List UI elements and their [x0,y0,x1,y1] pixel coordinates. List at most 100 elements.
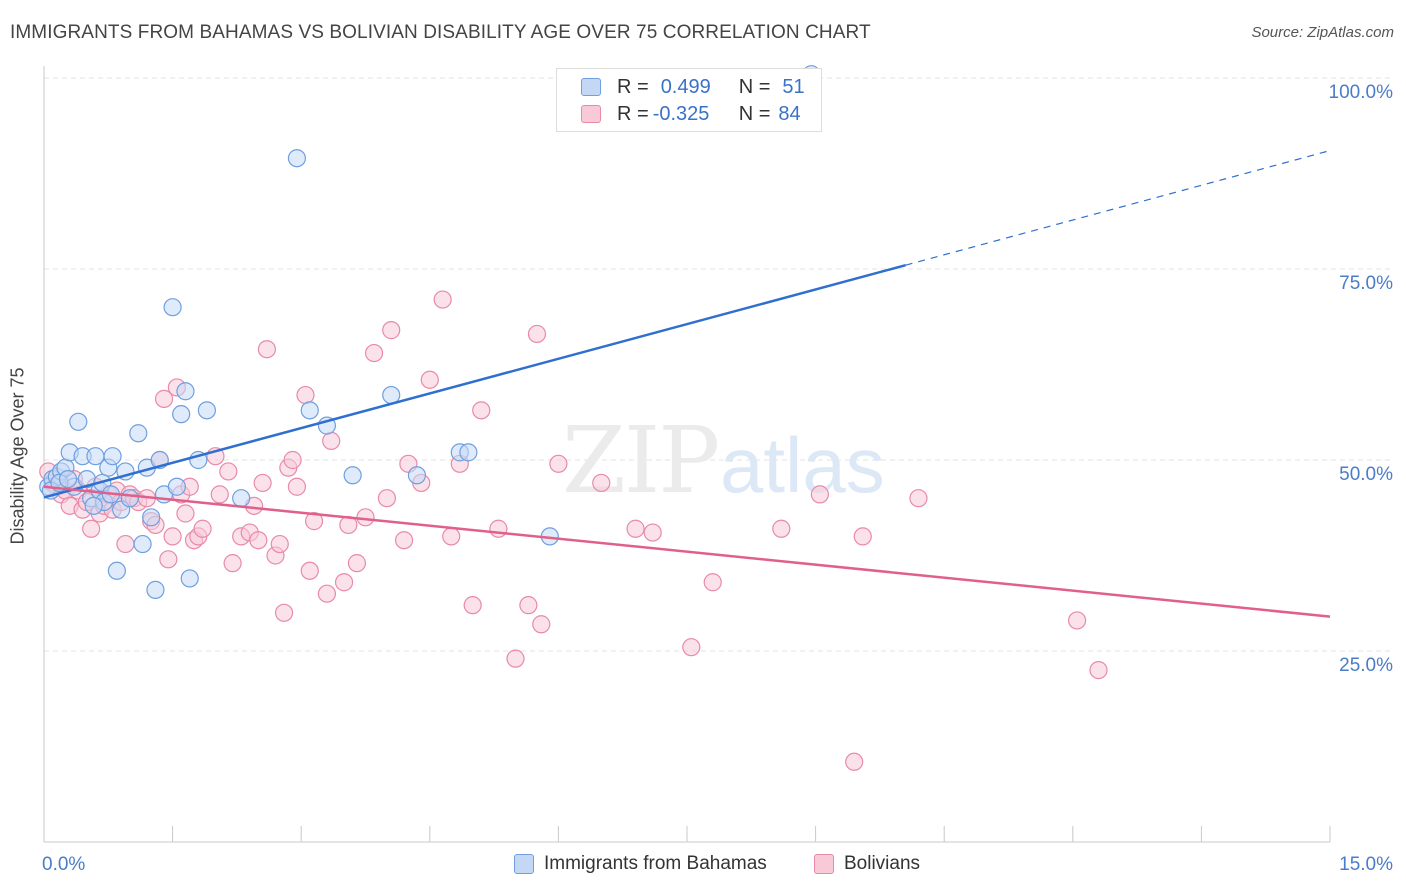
bahamas-point [407,466,427,485]
bolivians-point [549,454,568,473]
bahamas-point [146,580,165,599]
bahamas-trend-line [43,263,906,499]
bolivians-point [253,473,272,493]
bolivians-point [382,321,401,340]
bahamas-point [300,401,319,420]
r-label: R = [617,75,649,98]
bahamas-point [58,470,78,489]
bolivians-point [703,573,722,592]
stats-row-bahamas: R = 0.499 N = 51 [581,73,805,101]
bolivians-point [472,401,491,420]
bolivians-point [377,489,397,508]
y-tick-label: 50.0% [1339,464,1393,485]
bolivians-point [420,370,439,389]
bolivians-point [364,343,384,363]
stats-row-bolivians: R = -0.325 N = 84 [581,100,801,128]
bolivians-point [356,508,375,527]
x-tick-label-start: 0.0% [42,854,85,875]
trend-lines [43,150,1331,618]
legend-label-bolivians: Bolivians [844,853,921,874]
n-value: 84 [778,102,801,125]
bolivians-point [322,431,341,450]
bolivians-point [810,485,829,504]
bolivians-point [772,519,791,538]
legend-label-bahamas: Immigrants from Bahamas [544,853,767,874]
bolivians-point [853,527,872,546]
bolivians-point [176,504,195,523]
y-tick-label: 75.0% [1339,273,1393,294]
bolivians-point [463,596,482,615]
bahamas-point [133,534,152,554]
bahamas-point [142,508,161,527]
bolivians-point [317,584,337,603]
bolivians-point [270,534,289,554]
bolivians-point [433,290,452,309]
n-label: N = [738,75,771,98]
r-value: 0.499 [660,75,711,98]
n-value: 51 [782,75,805,98]
watermark-atlas: atlas [720,421,885,509]
bolivians-point [532,615,551,634]
axes [43,66,1331,843]
gridlines [44,77,1392,652]
bahamas-point [107,561,126,580]
y-tick-label: 25.0% [1339,655,1393,676]
bolivians-point [845,752,864,771]
bahamas-point [287,149,307,168]
bolivians-point [163,527,182,546]
bahamas-point [120,489,139,508]
bolivians-point [1067,611,1087,630]
legend-swatch-bolivians [814,854,834,874]
n-label: N = [738,102,771,125]
bolivians-point [274,603,294,622]
watermark: ZIP atlas [562,407,885,514]
r-value: -0.325 [652,102,710,125]
source-label: Source: ZipAtlas.com [1251,24,1394,41]
bahamas-point [180,569,199,588]
stats-box: R = 0.499 N = 51 R = -0.325 N = 84 [556,68,822,132]
legend-swatch-bahamas [514,854,534,874]
bahamas-trend-extension [905,150,1331,266]
bahamas-point [176,382,195,401]
bahamas-point [69,412,88,431]
bolivians-point [82,519,101,538]
stats-swatch-bolivians [581,105,601,123]
bolivians-point [394,531,414,550]
bahamas-point [84,496,103,515]
chart-title: IMMIGRANTS FROM BAHAMAS VS BOLIVIAN DISA… [10,22,871,43]
bahamas-point [129,424,148,443]
bahamas-point [197,401,216,420]
bahamas-point [167,477,186,496]
bolivians-point [519,596,538,615]
bolivians-point [909,489,928,508]
bolivians-point [626,519,645,538]
bahamas-point [232,489,251,508]
bolivians-point [287,477,307,496]
bahamas-point [163,298,182,317]
bolivians-points [39,290,1108,771]
bolivians-point [223,554,242,573]
bolivians-point [249,531,268,550]
bolivians-point [210,485,229,504]
watermark-zip: ZIP [562,407,718,514]
stats-swatch-bahamas [581,78,601,96]
r-label: R = [617,102,649,125]
bolivians-point [592,473,611,493]
bolivians-point [257,340,277,359]
bolivians-point [283,450,302,470]
bolivians-point [304,512,324,531]
bolivians-trend-line [43,485,1331,618]
bolivians-point [334,573,354,592]
bolivians-point [643,523,662,542]
bolivians-point [682,638,701,657]
legend-item-bolivians[interactable]: Bolivians [814,852,920,876]
bolivians-point [154,389,174,408]
legend-item-bahamas[interactable]: Immigrants from Bahamas [514,852,767,876]
y-tick-label: 100.0% [1329,82,1394,103]
bolivians-point [347,554,367,573]
bahamas-point [459,443,478,462]
bolivians-point [489,519,508,538]
bolivians-point [527,324,547,344]
bahamas-point [343,466,362,485]
